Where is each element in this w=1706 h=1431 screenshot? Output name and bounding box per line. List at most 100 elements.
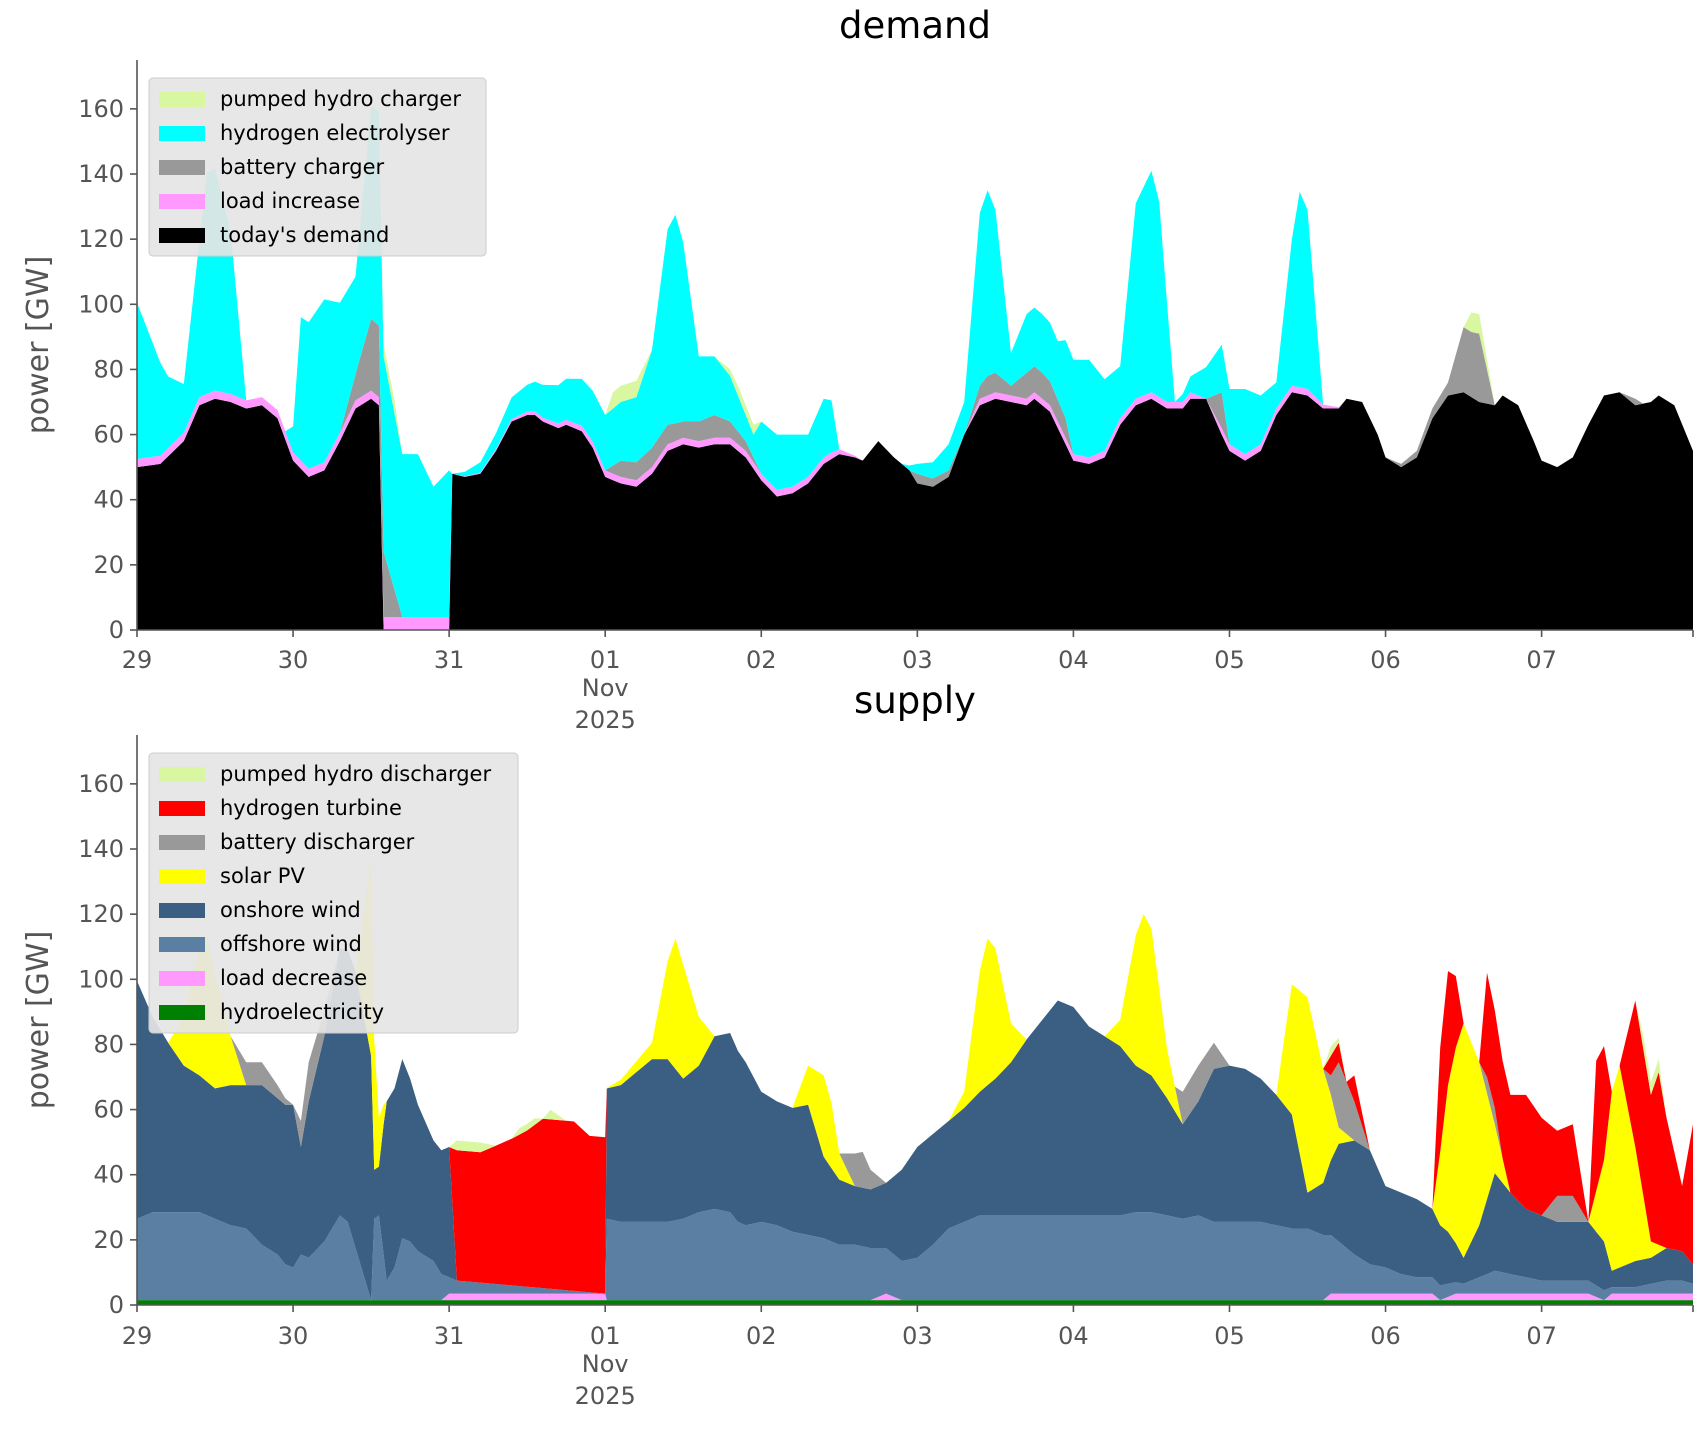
- legend-item: pumped hydro charger: [159, 87, 461, 111]
- legend: pumped hydro charger hydrogen electrolyse…: [148, 77, 487, 257]
- area-offshore-wind: [137, 1208, 1693, 1301]
- legend-swatch: [159, 92, 205, 107]
- chart-title: demand: [839, 4, 991, 47]
- y-tick-label: 100: [78, 965, 124, 993]
- legend-swatch: [159, 767, 205, 782]
- y-tick-label: 20: [93, 1226, 124, 1254]
- x-tick-label: 02: [746, 646, 777, 674]
- legend-swatch: [159, 937, 205, 952]
- x-tick-label: 06: [1370, 646, 1401, 674]
- legend-swatch: [159, 835, 205, 850]
- legend-swatch: [159, 160, 205, 175]
- y-tick-label: 60: [93, 421, 124, 449]
- legend: pumped hydro discharger hydrogen turbine b…: [148, 752, 519, 1034]
- legend-swatch: [159, 903, 205, 918]
- legend-label: pumped hydro charger: [220, 87, 461, 111]
- legend-item: battery charger: [159, 155, 385, 179]
- area-layers: [137, 107, 1693, 630]
- area-today-s-demand: [137, 392, 1693, 630]
- y-tick-label: 100: [78, 290, 124, 318]
- legend-label: today's demand: [220, 223, 389, 247]
- area-hydroelectricity: [137, 1300, 1693, 1305]
- legend-label: offshore wind: [220, 932, 362, 956]
- y-tick-label: 120: [78, 900, 124, 928]
- y-axis-label: power [GW]: [21, 931, 56, 1110]
- x-tick-label: 30: [278, 1322, 309, 1350]
- legend-item: battery discharger: [159, 830, 415, 854]
- area-load-decrease: [137, 1293, 1693, 1301]
- y-axis-label: power [GW]: [21, 256, 56, 435]
- legend-label: load decrease: [220, 966, 367, 990]
- legend-label: pumped hydro discharger: [220, 762, 491, 786]
- y-tick-label: 120: [78, 225, 124, 253]
- x-tick-label: 30: [278, 646, 309, 674]
- y-tick-label: 80: [93, 1030, 124, 1058]
- legend-item: hydrogen turbine: [159, 796, 402, 820]
- x-tick-sublabel: 2025: [575, 706, 636, 734]
- y-tick-label: 40: [93, 486, 124, 514]
- legend-item: hydroelectricity: [159, 1000, 384, 1024]
- y-tick-label: 20: [93, 551, 124, 579]
- legend-label: hydroelectricity: [220, 1000, 384, 1024]
- x-tick-label: 31: [434, 646, 465, 674]
- chart-title: supply: [854, 679, 976, 722]
- x-tick-label: 05: [1214, 1322, 1245, 1350]
- x-tick-label: 06: [1370, 1322, 1401, 1350]
- area-hydrogen-electrolyser: [137, 107, 1693, 617]
- y-tick-label: 0: [109, 616, 124, 644]
- x-tick-label: 01: [590, 646, 621, 674]
- x-tick-label: 02: [746, 1322, 777, 1350]
- y-tick-label: 40: [93, 1161, 124, 1189]
- legend-box: [148, 77, 487, 257]
- x-tick-label: 03: [902, 1322, 933, 1350]
- area-onshore-wind: [137, 948, 1693, 1301]
- legend-item: hydrogen electrolyser: [159, 121, 450, 145]
- area-hydrogen-turbine: [137, 860, 1693, 1294]
- legend-label: hydrogen electrolyser: [220, 121, 450, 145]
- x-tick-label: 31: [434, 1322, 465, 1350]
- y-tick-label: 160: [78, 770, 124, 798]
- legend-item: solar PV: [159, 864, 305, 888]
- y-tick-label: 60: [93, 1096, 124, 1124]
- x-tick-label: 03: [902, 646, 933, 674]
- x-tick-label: 01: [590, 1322, 621, 1350]
- y-tick-label: 140: [78, 835, 124, 863]
- x-tick-label: 04: [1058, 646, 1089, 674]
- legend-swatch: [159, 869, 205, 884]
- x-tick-label: 05: [1214, 646, 1245, 674]
- legend-item: load decrease: [159, 966, 367, 990]
- legend-item: offshore wind: [159, 932, 362, 956]
- legend-item: onshore wind: [159, 898, 361, 922]
- x-tick-label: 04: [1058, 1322, 1089, 1350]
- y-tick-label: 160: [78, 95, 124, 123]
- y-tick-label: 0: [109, 1291, 124, 1319]
- legend-item: pumped hydro discharger: [159, 762, 491, 786]
- legend-swatch: [159, 126, 205, 141]
- y-tick-label: 140: [78, 160, 124, 188]
- legend-label: onshore wind: [220, 898, 361, 922]
- legend-label: load increase: [220, 189, 360, 213]
- legend-swatch: [159, 228, 205, 243]
- x-tick-label: 29: [122, 646, 153, 674]
- legend-label: solar PV: [220, 864, 305, 888]
- x-tick-sublabel: Nov: [582, 674, 629, 702]
- legend-swatch: [159, 971, 205, 986]
- legend-label: battery charger: [220, 155, 385, 179]
- legend-swatch: [159, 1005, 205, 1020]
- x-tick-sublabel: Nov: [582, 1350, 629, 1378]
- legend-box: [148, 752, 519, 1034]
- legend-item: load increase: [159, 189, 360, 213]
- legend-item: today's demand: [159, 223, 389, 247]
- x-tick-label: 29: [122, 1322, 153, 1350]
- legend-swatch: [159, 194, 205, 209]
- legend-label: battery discharger: [220, 830, 415, 854]
- x-tick-label: 07: [1526, 1322, 1557, 1350]
- legend-swatch: [159, 801, 205, 816]
- y-tick-label: 80: [93, 355, 124, 383]
- x-tick-label: 07: [1526, 646, 1557, 674]
- legend-label: hydrogen turbine: [220, 796, 402, 820]
- area-layers: [137, 860, 1693, 1305]
